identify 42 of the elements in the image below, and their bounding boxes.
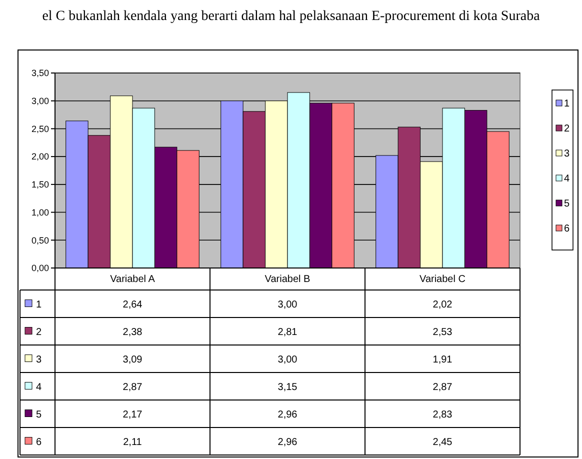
x-tick-label: Variabel C bbox=[420, 274, 466, 285]
text: 4 bbox=[36, 382, 42, 393]
legend-label: 4 bbox=[564, 174, 570, 184]
legend-label: 6 bbox=[564, 224, 570, 234]
data-label: 2,38 bbox=[122, 326, 143, 338]
text: 3 bbox=[564, 148, 570, 160]
text: 6 bbox=[36, 436, 42, 448]
y-tick-label: 0,50 bbox=[31, 235, 49, 246]
data-label: 2,96 bbox=[278, 436, 298, 448]
data-label: 3,15 bbox=[278, 382, 298, 393]
data-label: 2,64 bbox=[122, 299, 143, 310]
legend-label: 1 bbox=[36, 299, 42, 310]
data-label: 2,87 bbox=[432, 382, 453, 393]
text: el C bukanlah kendala yang berarti dalam hal pelaksanaan E-procurement di kota Suraba bbox=[42, 9, 541, 24]
y-tick-label: 3,50 bbox=[31, 68, 49, 78]
data-label: 2,81 bbox=[278, 326, 298, 338]
data-label: 2,02 bbox=[432, 299, 453, 310]
x-tick-label: Variabel A bbox=[110, 274, 156, 285]
y-tick-label: 2,00 bbox=[31, 152, 49, 162]
data-label: 2,53 bbox=[432, 326, 453, 338]
data-label: 1,91 bbox=[432, 354, 453, 366]
data-label: 2,11 bbox=[123, 436, 142, 448]
y-tick-label: 0,00 bbox=[31, 263, 49, 274]
data-label: 2,17 bbox=[122, 409, 143, 420]
y-tick-label: 1,50 bbox=[31, 180, 49, 190]
data-label: 2,96 bbox=[278, 409, 298, 420]
text: 2 bbox=[564, 124, 570, 134]
x-tick-label: Variabel B bbox=[264, 274, 311, 285]
data-label: 2,45 bbox=[432, 436, 453, 448]
legend-label: 2 bbox=[36, 326, 42, 338]
text: 5 bbox=[36, 409, 42, 420]
y-tick-label: 1,00 bbox=[31, 207, 49, 218]
text: 1 bbox=[564, 98, 570, 110]
data-label: 3,00 bbox=[278, 299, 298, 310]
legend-label: 3 bbox=[36, 354, 42, 366]
y-tick-label: 3,00 bbox=[31, 96, 49, 106]
data-label: 3,09 bbox=[122, 354, 143, 366]
data-label: 3,00 bbox=[278, 354, 298, 366]
data-label: 2,83 bbox=[432, 409, 453, 420]
data-label: 2,87 bbox=[122, 382, 143, 393]
legend-label: 5 bbox=[564, 198, 570, 210]
y-tick-label: 2,50 bbox=[31, 124, 49, 134]
